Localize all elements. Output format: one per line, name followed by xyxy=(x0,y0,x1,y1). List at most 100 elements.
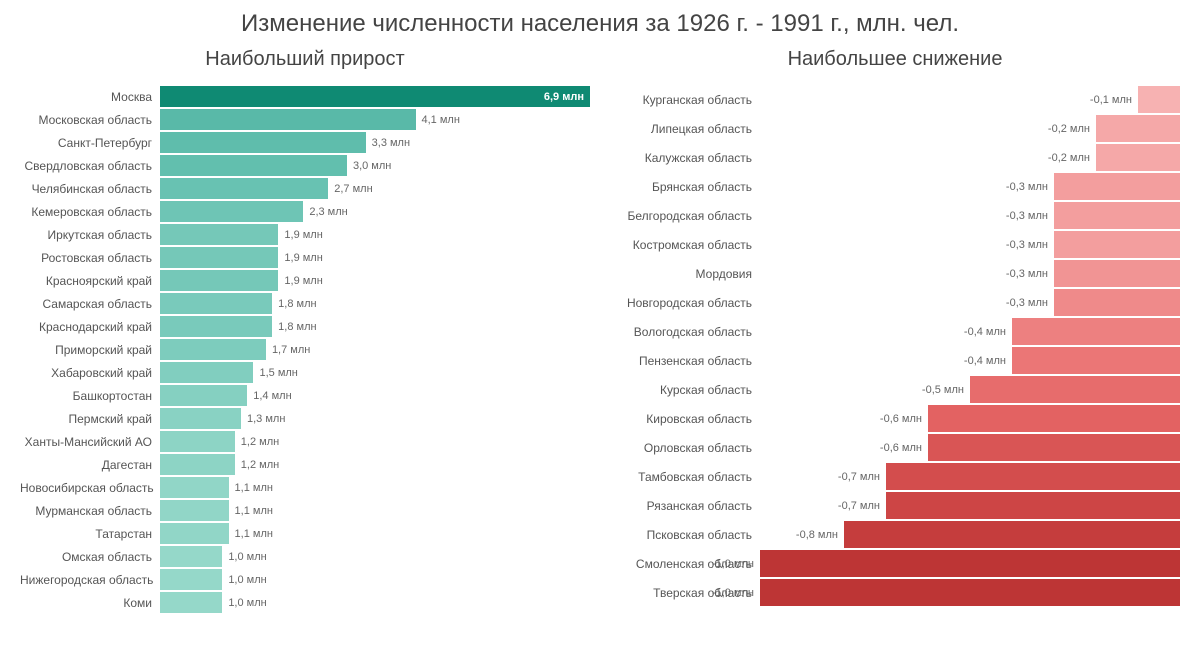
row-label: Коми xyxy=(20,596,160,610)
value-label: 3,3 млн xyxy=(372,137,410,149)
chart-row: Татарстан1,1 млн xyxy=(20,522,590,545)
bar-track: 1,2 млн xyxy=(160,453,590,476)
chart-row: Самарская область1,8 млн xyxy=(20,292,590,315)
chart-row: Курганская область -0,1 млн xyxy=(610,85,1180,114)
chart-row: Кемеровская область2,3 млн xyxy=(20,200,590,223)
row-label: Красноярский край xyxy=(20,274,160,288)
bar-track: -0,4 млн xyxy=(760,346,1180,375)
bar-track: 1,1 млн xyxy=(160,499,590,522)
row-label: Татарстан xyxy=(20,527,160,541)
value-label: -0,6 млн xyxy=(880,413,922,425)
row-label: Москва xyxy=(20,90,160,104)
chart-row: Калужская область -0,2 млн xyxy=(610,143,1180,172)
chart-row: Приморский край1,7 млн xyxy=(20,338,590,361)
value-label: -0,4 млн xyxy=(964,326,1006,338)
bar xyxy=(160,592,222,613)
bar xyxy=(1054,260,1180,287)
bar xyxy=(160,201,303,222)
bar-track: 1,0 млн xyxy=(160,591,590,614)
row-label: Мурманская область xyxy=(20,504,160,518)
bar xyxy=(160,362,253,383)
chart-row: Челябинская область2,7 млн xyxy=(20,177,590,200)
bar-track: 1,2 млн xyxy=(160,430,590,453)
value-label: -0,7 млн xyxy=(838,500,880,512)
bar-track: 1,1 млн xyxy=(160,522,590,545)
bar xyxy=(160,109,416,130)
value-label: -0,7 млн xyxy=(838,471,880,483)
row-label: Курганская область xyxy=(610,93,760,107)
value-label: 1,0 млн xyxy=(228,551,266,563)
bar-track: 1,0 млн xyxy=(160,545,590,568)
chart-row: Краснодарский край1,8 млн xyxy=(20,315,590,338)
chart-row: Новгородская область-0,3 млн xyxy=(610,288,1180,317)
bar-track: -0,7 млн xyxy=(760,491,1180,520)
row-label: Калужская область xyxy=(610,151,760,165)
row-label: Ростовская область xyxy=(20,251,160,265)
bar xyxy=(160,132,366,153)
bar xyxy=(160,385,247,406)
bar xyxy=(760,550,1180,577)
chart-row: Орловская область-0,6 млн xyxy=(610,433,1180,462)
bar-track: -0,3 млн xyxy=(760,172,1180,201)
bar-track: 1,8 млн xyxy=(160,292,590,315)
chart-row: Брянская область-0,3 млн xyxy=(610,172,1180,201)
chart-row: Москва6,9 млн xyxy=(20,85,590,108)
value-label: -0,3 млн xyxy=(1006,268,1048,280)
value-label: -0,2 млн xyxy=(1048,152,1090,164)
chart-row: Кировская область-0,6 млн xyxy=(610,404,1180,433)
bar xyxy=(160,293,272,314)
bar xyxy=(160,523,229,544)
bar xyxy=(1054,202,1180,229)
row-label: Курская область xyxy=(610,383,760,397)
bar xyxy=(160,500,229,521)
chart-row: Свердловская область3,0 млн xyxy=(20,154,590,177)
value-label: -0,3 млн xyxy=(1006,239,1048,251)
bar-track: 1,0 млн xyxy=(160,568,590,591)
bar-track: 1,4 млн xyxy=(160,384,590,407)
bar xyxy=(760,579,1180,606)
bar xyxy=(160,431,235,452)
growth-chart: Наибольший прирост Москва6,9 млнМосковск… xyxy=(20,48,590,614)
bar xyxy=(160,247,278,268)
chart-row: Московская область4,1 млн xyxy=(20,108,590,131)
chart-row: Вологодская область-0,4 млн xyxy=(610,317,1180,346)
value-label: 2,7 млн xyxy=(334,183,372,195)
main-title: Изменение численности населения за 1926 … xyxy=(20,10,1180,38)
chart-row: Мордовия-0,3 млн xyxy=(610,259,1180,288)
bar xyxy=(1012,318,1180,345)
decline-rows: Курганская область-0,1 млнЛипецкая облас… xyxy=(610,85,1180,607)
value-label: -0,2 млн xyxy=(1048,123,1090,135)
bar-track: 3,3 млн xyxy=(160,131,590,154)
chart-row: Красноярский край1,9 млн xyxy=(20,269,590,292)
chart-row: Смоленская область-1,0 млн xyxy=(610,549,1180,578)
bar xyxy=(160,155,347,176)
bar-track: -0,3 млн xyxy=(760,201,1180,230)
bar xyxy=(160,270,278,291)
value-label: -0,1 млн xyxy=(1090,94,1132,106)
bar-track: -0,3 млн xyxy=(760,288,1180,317)
bar xyxy=(928,405,1180,432)
chart-row: Нижегородская область1,0 млн xyxy=(20,568,590,591)
value-label: 1,1 млн xyxy=(235,482,273,494)
bar-track: 4,1 млн xyxy=(160,108,590,131)
bar xyxy=(886,463,1180,490)
bar-track: -0,7 млн xyxy=(760,462,1180,491)
bar-track: 1,9 млн xyxy=(160,223,590,246)
row-label: Костромская область xyxy=(610,238,760,252)
bar xyxy=(160,408,241,429)
row-label: Рязанская область xyxy=(610,499,760,513)
bar xyxy=(160,454,235,475)
bar xyxy=(928,434,1180,461)
chart-row: Омская область1,0 млн xyxy=(20,545,590,568)
charts-container: Наибольший прирост Москва6,9 млнМосковск… xyxy=(20,48,1180,614)
chart-row: Костромская область -0,3 млн xyxy=(610,230,1180,259)
value-label: 1,2 млн xyxy=(241,436,279,448)
chart-row: Коми1,0 млн xyxy=(20,591,590,614)
value-label: -0,8 млн xyxy=(796,529,838,541)
growth-subtitle: Наибольший прирост xyxy=(20,48,590,71)
value-label: 1,9 млн xyxy=(284,229,322,241)
row-label: Самарская область xyxy=(20,297,160,311)
bar xyxy=(160,86,590,107)
bar xyxy=(1054,231,1180,258)
decline-subtitle: Наибольшее снижение xyxy=(610,48,1180,71)
